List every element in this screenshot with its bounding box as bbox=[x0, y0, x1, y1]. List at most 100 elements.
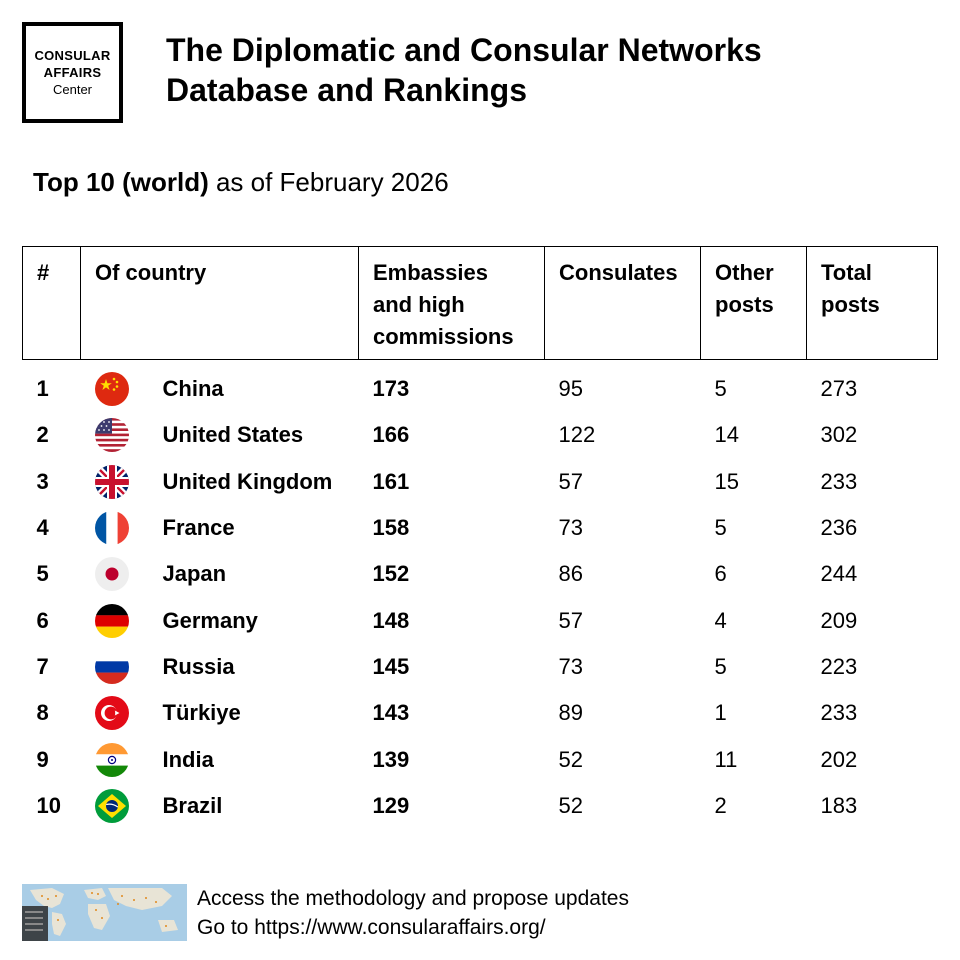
table-header-row: # Of country Embassies and high commissi… bbox=[22, 246, 938, 360]
table-row: 3 United Kingdom 161 57 15 233 bbox=[23, 459, 938, 505]
country-cell: United Kingdom bbox=[81, 459, 359, 505]
logo-line-3: Center bbox=[52, 82, 93, 97]
page-subtitle: Top 10 (world) as of February 2026 bbox=[33, 166, 449, 198]
total-posts-cell: 233 bbox=[820, 468, 858, 494]
table-row: 2 United States 166 122 14 302 bbox=[23, 412, 938, 458]
india-flag-icon bbox=[94, 742, 129, 777]
country-cell: China bbox=[81, 360, 359, 413]
country-name: Brazil bbox=[162, 792, 223, 818]
country-cell: Japan bbox=[81, 551, 359, 597]
country-name: United Kingdom bbox=[162, 468, 333, 494]
consular-affairs-logo: CONSULAR AFFAIRS Center bbox=[22, 22, 123, 123]
table-row: 5 Japan 152 86 6 244 bbox=[23, 551, 938, 597]
total-posts-cell: 202 bbox=[820, 746, 858, 772]
china-flag-icon bbox=[94, 372, 129, 407]
consulates-cell: 52 bbox=[558, 746, 583, 772]
header-rank: # bbox=[22, 246, 81, 360]
header-consulates: Consulates bbox=[544, 246, 701, 360]
header-other-posts: Other posts bbox=[700, 246, 807, 360]
embassies-cell: 139 bbox=[372, 746, 410, 772]
other-posts-cell: 4 bbox=[714, 607, 727, 633]
total-posts-cell: 223 bbox=[820, 653, 858, 679]
title-line-2: Database and Rankings bbox=[166, 72, 527, 108]
embassies-cell: 129 bbox=[372, 792, 410, 818]
total-posts-cell: 244 bbox=[820, 561, 858, 587]
other-posts-cell: 2 bbox=[714, 792, 727, 818]
uk-flag-icon bbox=[94, 464, 129, 499]
table-row: 10 Brazil 129 52 2 183 bbox=[23, 783, 938, 829]
ranking-table: # Of country Embassies and high commissi… bbox=[22, 246, 938, 829]
country-name: France bbox=[162, 515, 235, 541]
country-name: United States bbox=[162, 422, 304, 448]
world-map-thumbnail bbox=[22, 884, 187, 941]
header-embassies: Embassies and high commissions bbox=[358, 246, 545, 360]
country-name: Russia bbox=[162, 653, 235, 679]
other-posts-cell: 11 bbox=[714, 746, 738, 772]
total-posts-cell: 183 bbox=[820, 792, 858, 818]
table-row: 8 Türkiye 143 89 1 233 bbox=[23, 690, 938, 736]
rank-cell: 9 bbox=[36, 746, 49, 772]
rank-cell: 3 bbox=[36, 468, 49, 494]
consulates-cell: 73 bbox=[558, 653, 583, 679]
rank-cell: 7 bbox=[36, 653, 49, 679]
subtitle-date: as of February 2026 bbox=[208, 167, 449, 197]
rank-cell: 10 bbox=[36, 792, 61, 818]
russia-flag-icon bbox=[94, 649, 129, 684]
other-posts-cell: 14 bbox=[714, 422, 739, 448]
consulates-cell: 122 bbox=[558, 422, 596, 448]
header-embassies-line-3: commissions bbox=[373, 324, 514, 349]
title-line-1: The Diplomatic and Consular Networks bbox=[166, 32, 762, 68]
france-flag-icon bbox=[94, 511, 129, 546]
country-cell: Russia bbox=[81, 644, 359, 690]
japan-flag-icon bbox=[94, 557, 129, 592]
rank-cell: 5 bbox=[36, 561, 49, 587]
table-row: 4 France 158 73 5 236 bbox=[23, 505, 938, 551]
footer-website-link[interactable]: Go to https://www.consularaffairs.org/ bbox=[197, 916, 546, 939]
embassies-cell: 166 bbox=[372, 422, 410, 448]
country-name: China bbox=[162, 376, 224, 402]
total-posts-cell: 233 bbox=[820, 700, 858, 726]
country-name: Germany bbox=[162, 607, 258, 633]
usa-flag-icon bbox=[94, 418, 129, 453]
other-posts-cell: 1 bbox=[714, 700, 727, 726]
embassies-cell: 173 bbox=[372, 376, 410, 402]
table-row: 6 Germany 148 57 4 209 bbox=[23, 597, 938, 643]
footer-text: Access the methodology and propose updat… bbox=[197, 884, 629, 942]
logo-line-1: CONSULAR bbox=[34, 48, 111, 63]
total-posts-cell: 236 bbox=[820, 515, 858, 541]
logo-line-2: AFFAIRS bbox=[43, 65, 102, 80]
country-cell: United States bbox=[81, 412, 359, 458]
country-name: Türkiye bbox=[162, 700, 241, 726]
header-total-line-1: Total bbox=[821, 260, 872, 285]
country-name: India bbox=[162, 746, 214, 772]
other-posts-cell: 6 bbox=[714, 561, 727, 587]
consulates-cell: 73 bbox=[558, 515, 583, 541]
rank-cell: 1 bbox=[36, 376, 49, 402]
other-posts-cell: 5 bbox=[714, 515, 727, 541]
header-total-posts: Total posts bbox=[806, 246, 938, 360]
page-title: The Diplomatic and Consular Networks Dat… bbox=[166, 30, 762, 110]
embassies-cell: 148 bbox=[372, 607, 410, 633]
consulates-cell: 86 bbox=[558, 561, 583, 587]
country-cell: Germany bbox=[81, 597, 359, 643]
header-other-line-2: posts bbox=[715, 292, 774, 317]
consulates-cell: 57 bbox=[558, 607, 583, 633]
embassies-cell: 161 bbox=[372, 468, 410, 494]
consulates-cell: 95 bbox=[558, 376, 583, 402]
country-cell: France bbox=[81, 505, 359, 551]
rank-cell: 6 bbox=[36, 607, 49, 633]
other-posts-cell: 5 bbox=[714, 653, 727, 679]
footer-methodology-text: Access the methodology and propose updat… bbox=[197, 887, 629, 910]
total-posts-cell: 273 bbox=[820, 376, 858, 402]
rank-cell: 2 bbox=[36, 422, 49, 448]
rank-cell: 4 bbox=[36, 515, 49, 541]
brazil-flag-icon bbox=[94, 788, 129, 823]
other-posts-cell: 15 bbox=[714, 468, 739, 494]
table-row: 9 India 139 52 11 202 bbox=[23, 736, 938, 782]
header-total-line-2: posts bbox=[821, 292, 880, 317]
turkiye-flag-icon bbox=[94, 696, 129, 731]
country-cell: India bbox=[81, 736, 359, 782]
table-row: 1 China 173 95 5 273 bbox=[23, 360, 938, 413]
subtitle-bold: Top 10 (world) bbox=[33, 167, 209, 197]
embassies-cell: 152 bbox=[372, 561, 410, 587]
